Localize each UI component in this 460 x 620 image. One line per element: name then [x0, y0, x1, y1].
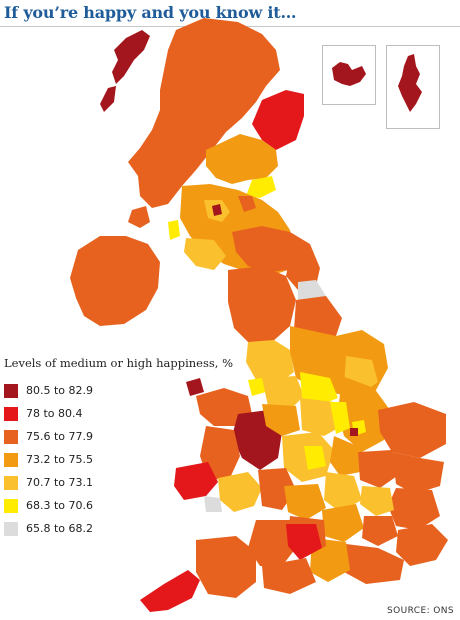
- hebrides-south: [100, 86, 116, 112]
- legend-title: Levels of medium or high happiness, %: [4, 356, 234, 370]
- aberdeenshire-region: [252, 90, 304, 150]
- surrey-sussex-region: [344, 544, 404, 584]
- london-region: [362, 516, 398, 546]
- islay: [168, 220, 180, 240]
- legend-item-label: 70.7 to 73.1: [26, 476, 94, 489]
- oxfordshire-region: [322, 504, 364, 542]
- legend-item: 73.2 to 75.5: [4, 448, 233, 471]
- west-yorkshire-region: [300, 372, 338, 406]
- legend-item: 65.8 to 68.2: [4, 517, 233, 540]
- greater-manchester-region: [262, 376, 304, 410]
- merseyside-region: [248, 378, 266, 396]
- legend-item: 78 to 80.4: [4, 402, 233, 425]
- borders-region: [232, 226, 300, 272]
- dorset-region: [262, 558, 316, 594]
- northamptonshire-region: [324, 472, 362, 512]
- legend-item: 75.6 to 77.9: [4, 425, 233, 448]
- legend-item: 70.7 to 73.1: [4, 471, 233, 494]
- birmingham-region: [304, 446, 326, 470]
- legend-swatch: [4, 406, 18, 421]
- legend-item-label: 80.5 to 82.9: [26, 384, 94, 397]
- legend-swatch: [4, 521, 18, 536]
- legend-item: 80.5 to 82.9: [4, 379, 233, 402]
- lancashire-region: [246, 340, 294, 384]
- cumbria-region: [228, 266, 296, 344]
- fife-region: [246, 176, 276, 198]
- argyll-isles: [128, 206, 150, 228]
- south-wales-region: [218, 472, 262, 512]
- nottingham-region: [330, 402, 350, 434]
- durham-region: [294, 296, 342, 340]
- legend: Levels of medium or high happiness, % 80…: [4, 356, 233, 540]
- legend-item-label: 65.8 to 68.2: [26, 522, 94, 535]
- legend-swatch: [4, 452, 18, 467]
- suffolk-region: [392, 452, 444, 494]
- legend-item-label: 78 to 80.4: [26, 407, 83, 420]
- swansea-region: [204, 496, 222, 512]
- kent-region: [396, 524, 448, 566]
- orkney-islands: [332, 62, 366, 86]
- cornwall-region: [140, 570, 200, 612]
- perth-angus-region: [206, 134, 278, 184]
- mendip-highlight: [286, 524, 322, 560]
- cheshire-region: [262, 404, 300, 436]
- edinburgh-region: [238, 196, 256, 212]
- somerset-region: [248, 520, 296, 566]
- legend-item-label: 73.2 to 75.5: [26, 453, 94, 466]
- lincs-darkred-highlight: [350, 428, 358, 436]
- devon-region: [196, 536, 256, 598]
- highlands-region: [128, 18, 280, 208]
- outer-hebrides: [112, 30, 150, 84]
- legend-item: 68.3 to 70.6: [4, 494, 233, 517]
- cambridge-region: [358, 450, 400, 488]
- herts-region: [360, 486, 394, 516]
- map-title: If you’re happy and you know it…: [4, 3, 297, 22]
- anglesey: [186, 378, 204, 396]
- essex-region: [388, 488, 440, 530]
- legend-swatch: [4, 475, 18, 490]
- source-credit: SOURCE: ONS: [387, 606, 454, 616]
- legend-swatch: [4, 429, 18, 444]
- dundee-highlight: [212, 204, 222, 216]
- gloucestershire-region: [284, 484, 326, 520]
- norfolk-region: [378, 402, 446, 458]
- legend-swatch: [4, 383, 18, 398]
- shetland-islands: [398, 54, 422, 112]
- legend-item-label: 75.6 to 77.9: [26, 430, 94, 443]
- legend-item-label: 68.3 to 70.6: [26, 499, 94, 512]
- dumfries-region: [184, 238, 226, 270]
- leicestershire-region: [330, 436, 362, 476]
- northumberland-region: [286, 232, 320, 290]
- pembrokeshire-region: [174, 462, 218, 500]
- northern-ireland: [70, 236, 160, 326]
- legend-swatch: [4, 498, 18, 513]
